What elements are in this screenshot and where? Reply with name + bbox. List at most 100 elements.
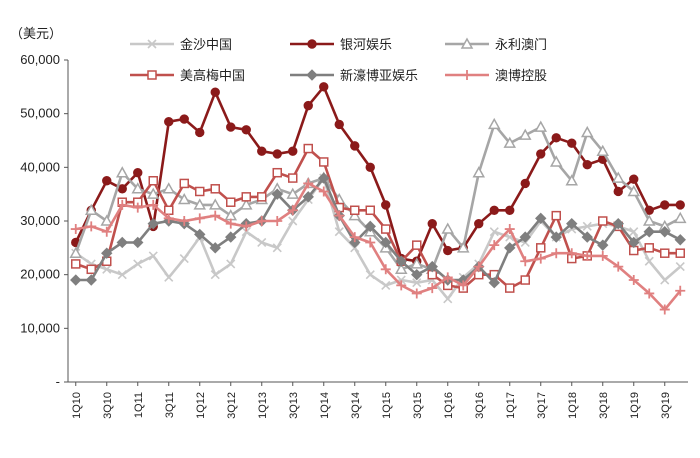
data-point	[659, 304, 670, 315]
data-point	[567, 138, 577, 148]
legend-item: 美高梅中国	[130, 68, 245, 84]
data-point	[132, 236, 144, 249]
data-point	[505, 205, 515, 215]
data-point	[660, 200, 670, 210]
data-point	[536, 149, 546, 159]
data-point	[334, 119, 344, 130]
data-point	[226, 197, 236, 207]
data-point	[164, 272, 174, 282]
data-point	[179, 254, 189, 264]
data-point	[132, 202, 143, 213]
x-tick-label: 3Q12	[226, 392, 238, 419]
series-5	[70, 172, 686, 289]
data-point	[536, 243, 546, 253]
data-point	[427, 283, 438, 294]
data-point	[505, 283, 515, 293]
data-point	[596, 144, 610, 156]
data-point	[319, 82, 329, 92]
data-point	[288, 216, 298, 226]
y-tick-label: 10,000	[20, 320, 60, 335]
data-point	[162, 182, 176, 194]
data-point	[644, 243, 654, 253]
data-point	[427, 218, 437, 229]
data-point	[551, 248, 562, 259]
data-point	[628, 275, 639, 286]
data-point	[565, 174, 579, 186]
legend-label: 澳博控股	[495, 68, 547, 84]
data-point	[443, 294, 453, 304]
data-point	[257, 237, 267, 248]
data-point	[412, 278, 422, 288]
data-point	[611, 171, 625, 183]
data-point	[365, 237, 376, 248]
data-point	[520, 275, 530, 285]
x-tick-label: 1Q18	[567, 392, 579, 419]
data-point	[288, 146, 298, 156]
data-point	[195, 127, 205, 138]
data-point	[349, 232, 360, 243]
data-point	[474, 218, 484, 229]
data-point	[597, 250, 608, 261]
legend-label: 美高梅中国	[180, 68, 245, 84]
legend-marker	[307, 39, 317, 49]
y-tick-label: 30,000	[20, 213, 60, 228]
data-point	[520, 256, 531, 267]
data-point	[472, 166, 486, 178]
data-point	[381, 224, 391, 234]
x-tick-label: 3Q17	[536, 392, 548, 419]
series-line	[75, 176, 682, 301]
x-tick-label: 1Q14	[319, 392, 331, 419]
data-point	[643, 226, 655, 238]
data-point	[350, 141, 360, 151]
data-point	[286, 187, 300, 199]
data-point	[194, 213, 205, 224]
data-point	[396, 280, 407, 291]
data-point	[504, 224, 515, 235]
data-point	[412, 240, 422, 250]
legend-item: 澳博控股	[445, 68, 547, 84]
data-point	[488, 277, 500, 289]
data-point	[225, 231, 237, 243]
data-point	[241, 125, 251, 135]
data-point	[675, 248, 685, 258]
data-point	[225, 218, 236, 229]
data-point	[489, 240, 500, 251]
data-point	[303, 100, 313, 111]
data-point	[642, 214, 656, 226]
data-point	[551, 133, 561, 143]
series-6	[70, 178, 686, 315]
data-point	[272, 167, 282, 178]
x-tick-label: 3Q18	[598, 392, 610, 419]
data-point	[673, 211, 687, 224]
legend-label: 永利澳门	[495, 37, 547, 53]
y-tick-label: 50,000	[20, 106, 60, 121]
data-point	[381, 280, 391, 290]
data-point	[101, 226, 112, 237]
data-point	[272, 149, 282, 159]
data-point	[566, 217, 578, 230]
data-point	[550, 231, 562, 243]
y-tick-label: 60,000	[20, 52, 60, 67]
data-point	[365, 205, 375, 216]
data-point	[659, 226, 671, 238]
data-point	[473, 261, 484, 272]
y-tick-label: -	[56, 374, 60, 389]
data-point	[520, 178, 530, 189]
legend-label: 金沙中国	[180, 37, 232, 53]
x-tick-label: 3Q15	[412, 392, 424, 419]
data-point	[85, 274, 97, 286]
legend-item: 永利澳门	[445, 37, 547, 53]
data-point	[410, 257, 424, 269]
data-point	[148, 199, 159, 210]
legend-item: 银河娱乐	[290, 38, 392, 53]
series-line	[75, 176, 681, 285]
data-point	[70, 274, 82, 286]
data-point	[318, 186, 329, 197]
x-tick-label: 3Q14	[350, 392, 362, 419]
data-point	[226, 259, 236, 269]
data-point	[411, 288, 422, 299]
data-point	[580, 125, 594, 138]
data-point	[272, 243, 282, 253]
data-point	[179, 178, 189, 189]
